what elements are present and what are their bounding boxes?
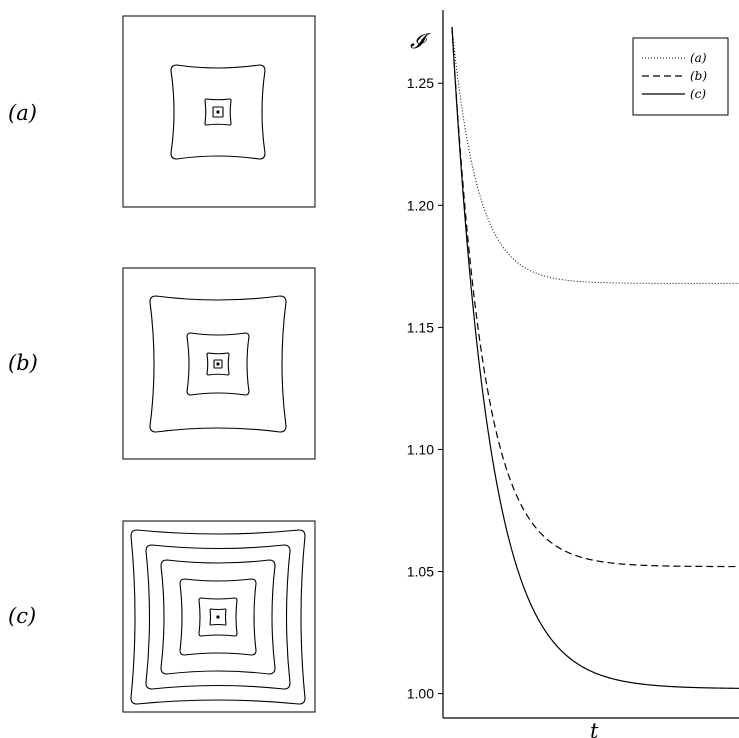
panel-a-frame (122, 15, 316, 208)
y-tick-label: 1.25 (407, 75, 434, 91)
contour-ring (179, 578, 257, 656)
panel-b-frame (122, 267, 316, 460)
panel-c-frame (122, 520, 316, 713)
contour-ring (170, 64, 266, 160)
contour-ring (213, 359, 223, 369)
legend-label-a: (a) (690, 51, 707, 65)
panel-a: (a) (8, 15, 316, 208)
contour-ring (149, 295, 287, 433)
panel-b: (b) (8, 267, 316, 460)
series-line-a (451, 27, 739, 284)
panel-b-label: (b) (8, 351, 38, 375)
y-ticks: 1.00 1.05 1.10 1.15 1.20 1.25 (407, 75, 443, 702)
series-line-b (451, 27, 739, 568)
y-tick-label: 1.20 (407, 197, 434, 213)
legend-label-c: (c) (690, 87, 706, 101)
panel-a-label: (a) (8, 101, 37, 125)
series-line-c (451, 27, 739, 689)
contour-ring (206, 352, 230, 376)
contour-ring (186, 332, 250, 396)
contour-ring (204, 98, 232, 126)
y-tick-label: 1.00 (407, 686, 434, 702)
panel-c-contours (130, 529, 306, 705)
y-tick-label: 1.15 (407, 319, 434, 335)
y-tick-label: 1.05 (407, 564, 434, 580)
panel-c: (c) (8, 520, 316, 713)
series-lines (451, 27, 739, 689)
contour-ring (212, 106, 224, 118)
contour-ring (130, 529, 306, 705)
contour-ring (209, 608, 227, 626)
panel-b-contours (149, 295, 287, 433)
panel-a-contours (170, 64, 266, 160)
contour-center (216, 110, 220, 114)
contour-center (216, 362, 220, 366)
line-chart: 1.00 1.05 1.10 1.15 1.20 1.25 𝓘 t (a) (b) (c) (407, 10, 739, 738)
contour-ring (160, 559, 276, 675)
y-tick-label: 1.10 (407, 441, 434, 457)
contour-center (216, 615, 220, 619)
panel-c-label: (c) (8, 604, 36, 628)
contour-ring (145, 544, 291, 690)
y-axis-title: 𝓘 (410, 29, 431, 53)
legend: (a) (b) (c) (632, 37, 729, 116)
legend-label-b: (b) (690, 69, 707, 83)
x-axis-title: t (590, 719, 599, 738)
contour-ring (198, 597, 238, 637)
